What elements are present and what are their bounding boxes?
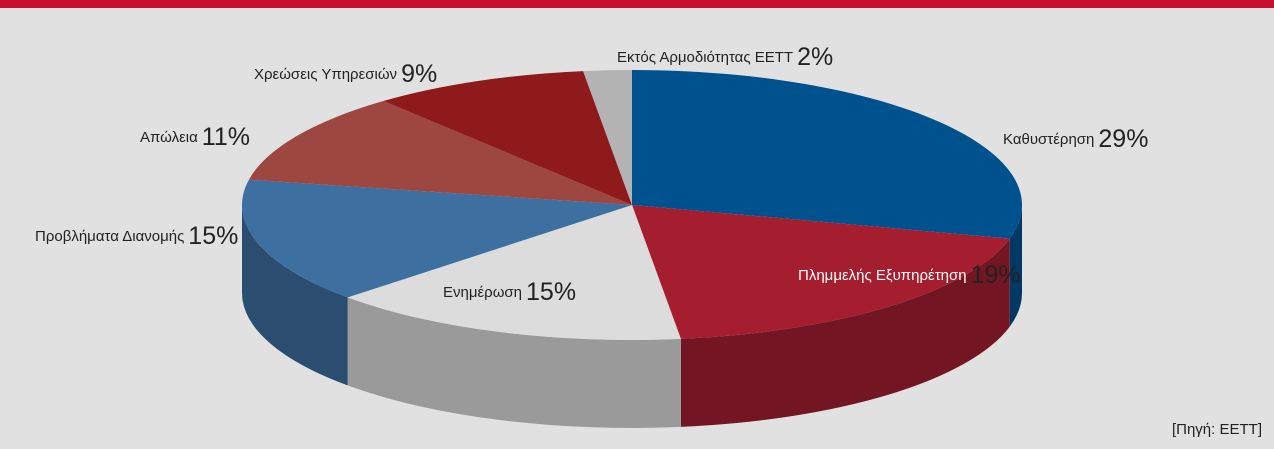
category-label: Απώλεια <box>140 129 198 146</box>
slice-label: Απώλεια 11% <box>140 123 250 151</box>
value-label: 9% <box>401 60 437 88</box>
top-bar <box>0 0 1274 8</box>
category-label: Χρεώσεις Υπηρεσιών <box>254 66 397 83</box>
value-label: 29% <box>1098 125 1148 153</box>
slice <box>632 70 1023 239</box>
value-label: 19% <box>971 261 1021 289</box>
category-label: Προβλήματα Διανομής <box>35 228 184 245</box>
slice-label: Πλημμελής Εξυπηρέτηση 19% <box>798 261 1021 289</box>
slice-side <box>347 297 681 428</box>
slice <box>632 205 1010 339</box>
slice <box>248 100 633 205</box>
value-label: 15% <box>188 222 238 250</box>
slice-label: Εκτός Αρμοδιότητας ΕΕΤΤ 2% <box>617 43 833 71</box>
category-label: Καθυστέρηση <box>1003 131 1094 148</box>
category-label: Ενημέρωση <box>443 284 522 301</box>
slice-label: Ενημέρωση 15% <box>443 278 576 306</box>
value-label: 11% <box>202 123 250 151</box>
source: [Πηγή: ΕΕΤΤ] <box>1172 421 1262 438</box>
value-label: 15% <box>526 278 576 306</box>
slice <box>242 179 632 298</box>
slice-label: Προβλήματα Διανομής 15% <box>35 222 238 250</box>
slice <box>383 71 632 205</box>
slice-side <box>242 205 348 386</box>
slice-label: Χρεώσεις Υπηρεσιών 9% <box>254 60 437 88</box>
category-label: Εκτός Αρμοδιότητας ΕΕΤΤ <box>617 49 793 66</box>
slice <box>347 205 681 340</box>
slice <box>583 70 632 205</box>
slice-side <box>1009 205 1022 327</box>
slice-side <box>680 238 1010 427</box>
slice-label: Καθυστέρηση 29% <box>1003 125 1148 153</box>
category-label: Πλημμελής Εξυπηρέτηση <box>798 267 967 284</box>
value-label: 2% <box>797 43 833 71</box>
